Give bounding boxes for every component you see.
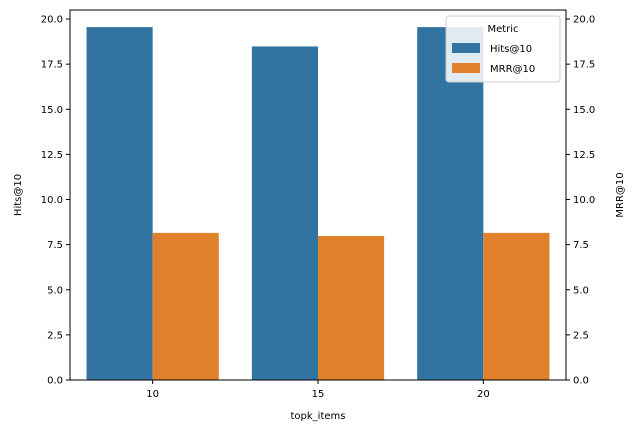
right-y-tick-label: 2.5 (573, 330, 589, 341)
left-y-tick-label: 12.5 (41, 150, 63, 161)
bar-mrr-10-20 (483, 232, 550, 380)
legend-swatch-mrr-10 (452, 63, 480, 73)
x-axis: 10 15 20 (146, 380, 490, 400)
left-y-tick-label: 15.0 (41, 105, 63, 116)
right-y-axis-label: MRR@10 (615, 172, 626, 217)
legend-items: Hits@10 MRR@10 (452, 43, 535, 75)
left-y-tick-label: 20.0 (41, 15, 63, 26)
right-y-tick-label: 0.0 (573, 376, 589, 387)
x-axis-label: topk_items (291, 411, 346, 422)
bar-hits-10-20 (417, 27, 484, 381)
right-y-tick-label: 7.5 (573, 240, 589, 251)
bar-mrr-10-10 (152, 232, 219, 380)
bar-mrr-10-15 (318, 235, 385, 380)
legend: Metric Hits@10 MRR@10 (445, 15, 561, 83)
left-y-tick-label: 2.5 (47, 330, 63, 341)
left-y-tick-label: 17.5 (41, 60, 63, 71)
right-y-tick-label: 12.5 (573, 150, 595, 161)
right-y-tick-label: 5.0 (573, 285, 589, 296)
right-y-axis: 0.0 2.5 5.0 7.5 10.0 12.5 15.0 17.5 20.0 (566, 15, 595, 387)
right-y-tick-label: 10.0 (573, 195, 595, 206)
bars-group (86, 27, 550, 381)
right-y-tick-label: 20.0 (573, 15, 595, 26)
left-y-axis: 0.0 2.5 5.0 7.5 10.0 12.5 15.0 17.5 20.0 (41, 15, 70, 387)
left-y-axis-label: Hits@10 (13, 174, 24, 216)
right-y-tick-label: 17.5 (573, 60, 595, 71)
left-y-tick-label: 0.0 (47, 376, 63, 387)
right-y-tick-label: 15.0 (573, 105, 595, 116)
x-tick-label: 20 (477, 389, 490, 400)
legend-title: Metric (487, 24, 518, 35)
x-tick-label: 15 (312, 389, 325, 400)
bar-hits-10-15 (251, 46, 318, 381)
bar-hits-10-10 (86, 27, 153, 381)
legend-swatch-hits-10 (452, 43, 480, 53)
x-tick-label: 10 (146, 389, 159, 400)
left-y-tick-label: 10.0 (41, 195, 63, 206)
legend-label: Hits@10 (490, 44, 532, 55)
left-y-tick-label: 5.0 (47, 285, 63, 296)
legend-label: MRR@10 (490, 64, 535, 75)
left-y-tick-label: 7.5 (47, 240, 63, 251)
